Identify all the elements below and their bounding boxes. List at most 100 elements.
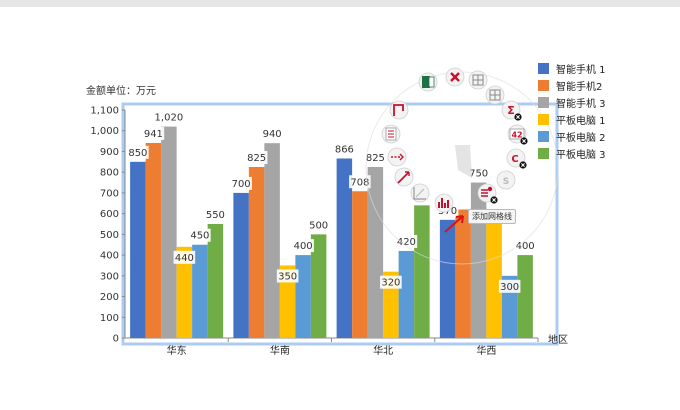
legend-item[interactable]: 智能手机 1	[538, 60, 606, 77]
data-label-bg	[292, 239, 314, 253]
data-label-bg	[467, 166, 490, 180]
bar-3-3[interactable]	[486, 213, 502, 338]
x-category-label: 华西	[476, 344, 496, 357]
gridlines-dot	[487, 186, 493, 192]
sum-icon[interactable]: Σ	[501, 100, 522, 121]
x-axis-title: 地区	[548, 333, 568, 346]
trendline-icon[interactable]	[387, 147, 407, 167]
bar-1-3[interactable]	[279, 265, 296, 338]
data-label: 400	[294, 241, 313, 252]
axis-icon[interactable]	[410, 183, 430, 203]
badge-x	[522, 139, 526, 143]
bars-glyph	[438, 198, 449, 208]
data-label: 750	[469, 169, 488, 180]
series-icon[interactable]: S	[496, 170, 516, 190]
x-category-label: 华东	[167, 344, 187, 357]
bar-0-4[interactable]	[192, 244, 208, 338]
legend-swatch	[538, 131, 549, 142]
data-label-bg	[189, 228, 211, 242]
pointer-arrow-icon	[444, 215, 464, 233]
columns-icon[interactable]	[468, 70, 488, 90]
bar-3-0[interactable]	[439, 219, 456, 338]
bar-1-2[interactable]	[264, 143, 280, 338]
y-tick-label: 600	[100, 209, 119, 220]
axis-title-icon[interactable]	[389, 100, 409, 120]
legend-swatch	[538, 97, 549, 108]
data-label: 320	[381, 278, 400, 289]
bar-3-2[interactable]	[470, 182, 487, 338]
chart-selection-frame[interactable]	[121, 102, 559, 346]
radial-button-bg	[387, 147, 407, 167]
bar-3-1[interactable]	[455, 209, 471, 338]
data-label-bg	[276, 269, 299, 283]
legend-item[interactable]: 平板电脑 3	[538, 145, 606, 162]
legend-label: 平板电脑 2	[556, 133, 606, 144]
title-glyph	[393, 104, 404, 116]
legend-item[interactable]: 智能手机 3	[538, 94, 606, 111]
rows-icon[interactable]	[485, 85, 505, 105]
legend-label: 智能手机 3	[556, 99, 606, 110]
remove-badge-icon[interactable]	[490, 196, 498, 204]
error-arrow	[405, 171, 410, 176]
trend-arrow	[399, 153, 404, 161]
data-label-bg	[127, 145, 149, 159]
s-glyph: S	[503, 177, 509, 187]
data-label: 940	[263, 129, 282, 140]
delete-icon[interactable]	[445, 67, 465, 87]
data-label: 440	[175, 253, 194, 264]
unit-label: 金额单位：万元	[86, 86, 156, 97]
bar-2-1[interactable]	[352, 191, 368, 338]
remove-badge-icon[interactable]	[520, 137, 528, 145]
x-category-label: 华北	[373, 344, 393, 357]
data-label-bg	[395, 234, 418, 248]
legend-item[interactable]: 平板电脑 2	[538, 128, 606, 145]
data-label-icon[interactable]: 42	[507, 124, 528, 145]
legend-label: 智能手机2	[556, 82, 603, 93]
excel-icon[interactable]	[418, 72, 438, 92]
legend-lines	[388, 130, 394, 138]
data-label-bg	[380, 275, 402, 289]
label-text: 42	[511, 131, 522, 140]
data-label: 550	[206, 210, 225, 221]
y-tick-label: 100	[100, 313, 119, 324]
bar-2-0[interactable]	[336, 158, 353, 338]
legend-label: 智能手机 1	[556, 65, 606, 76]
bar-3-5[interactable]	[517, 255, 533, 338]
bar-0-5[interactable]	[207, 224, 224, 338]
bar-2-2[interactable]	[367, 167, 384, 338]
data-label: 825	[366, 153, 385, 164]
legend-item[interactable]: 智能手机2	[538, 77, 606, 94]
bar-0-0[interactable]	[130, 161, 146, 338]
bar-1-1[interactable]	[248, 167, 265, 338]
bar-chart-icon[interactable]	[434, 193, 454, 213]
data-label-bg	[333, 142, 356, 156]
data-label-bg	[514, 239, 536, 253]
data-label: 350	[278, 271, 297, 282]
x-glyph	[450, 72, 460, 82]
bar-0-1[interactable]	[145, 142, 162, 338]
axis-glyph	[413, 187, 426, 200]
legend-item[interactable]: 平板电脑 1	[538, 111, 606, 128]
data-label-bg	[364, 151, 387, 164]
y-tick-label: 200	[100, 292, 119, 303]
bar-1-0[interactable]	[233, 192, 249, 338]
bar-0-3[interactable]	[176, 246, 193, 338]
bar-1-5[interactable]	[310, 234, 327, 338]
chart-legend[interactable]: 智能手机 1 智能手机2 智能手机 3 平板电脑 1 平板电脑 2 平板电脑 3	[538, 60, 606, 162]
data-label-bg	[498, 279, 521, 293]
chart-style-icon[interactable]: C	[506, 148, 527, 169]
bar-2-5[interactable]	[414, 205, 430, 338]
remove-badge-icon[interactable]	[514, 113, 522, 121]
data-label-bg	[151, 110, 186, 124]
add-gridlines-icon[interactable]	[477, 183, 498, 204]
bar-2-4[interactable]	[398, 250, 415, 338]
y-tick-label: 700	[100, 188, 119, 199]
bar-1-4[interactable]	[295, 255, 311, 338]
remove-badge-icon[interactable]	[519, 161, 527, 169]
error-bars-icon[interactable]	[394, 167, 414, 187]
legend-icon[interactable]	[381, 124, 401, 144]
error-glyph	[397, 171, 410, 184]
bar-0-2[interactable]	[161, 126, 177, 338]
